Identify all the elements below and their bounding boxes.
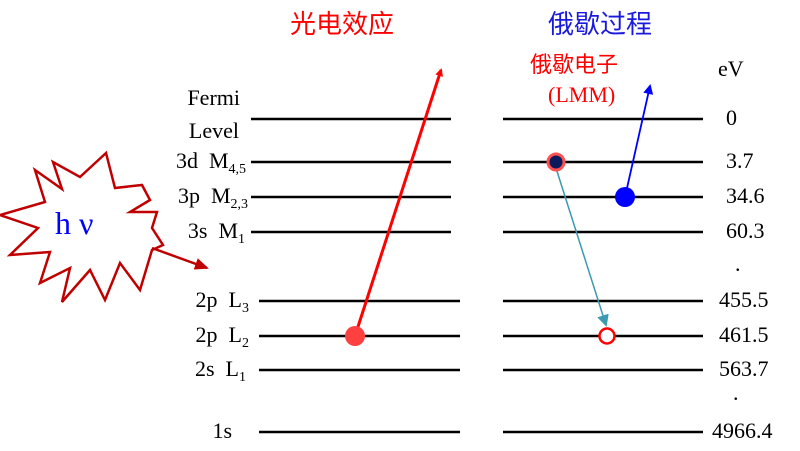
shell: M [208, 148, 229, 173]
relaxation-arrow [554, 164, 609, 327]
energy-2s: 563.7 [719, 356, 769, 381]
energy-2p-l3: 455.5 [719, 287, 769, 312]
shell: L [228, 287, 242, 312]
subshell: 1 [238, 232, 245, 247]
orbital: 1s [212, 418, 232, 443]
fermi-label-line2: Level [188, 118, 239, 143]
core-hole [598, 327, 616, 345]
orbital: 2p [195, 322, 218, 347]
level-label-2p-l3: 2p L3 [150, 287, 249, 316]
orbital: 3p [177, 183, 200, 208]
level-label-1s: 1s [190, 419, 232, 443]
level-label-3p: 3p M2,3 [150, 183, 248, 212]
auger-emitted-electron [615, 187, 635, 207]
energy-2p-l2: 461.5 [719, 322, 769, 347]
photon-starburst-icon [0, 150, 165, 304]
subshell: 3 [242, 301, 249, 316]
ellipsis-1: . [735, 251, 741, 276]
auger-electron-arrow [624, 84, 654, 198]
shell: L [228, 322, 242, 347]
subshell: 2,3 [230, 197, 249, 212]
unit-label: eV [718, 56, 744, 81]
shell: M [218, 218, 238, 243]
level-label-2s: 2s L1 [150, 356, 246, 385]
energy-fermi: 0 [726, 105, 737, 130]
photoelectric-title: 光电效应 [290, 10, 395, 39]
auger-levels [503, 117, 703, 434]
orbital: 2p [195, 287, 218, 312]
photoelectron-arrow [353, 68, 443, 337]
subshell: 2 [242, 336, 249, 351]
ellipsis-2: . [733, 380, 739, 405]
orbital: 3s [187, 218, 208, 243]
level-label-3d: 3d M4,5 [150, 148, 246, 177]
core-electron-dot [345, 326, 365, 346]
subshell: 4,5 [228, 162, 247, 177]
energy-3p: 34.6 [726, 183, 765, 208]
auger-electron-label: 俄歇电子 [530, 52, 619, 77]
auger-process-title: 俄歇过程 [548, 10, 653, 39]
auger-type-label: (LMM) [548, 82, 616, 107]
level-label-3s: 3s M1 [150, 218, 245, 247]
energy-1s: 4966.4 [712, 418, 773, 443]
orbital: 3d [175, 148, 198, 173]
photoelectric-levels [251, 117, 460, 434]
energy-3s: 60.3 [726, 218, 765, 243]
transition-electron [546, 152, 566, 172]
orbital: 2s [194, 356, 215, 381]
energy-3d: 3.7 [726, 148, 754, 173]
photon-arrow [151, 246, 209, 270]
fermi-label-line1: Fermi [187, 85, 240, 110]
shell: M [210, 183, 231, 208]
photon-label: h ν [55, 205, 94, 241]
subshell: 1 [239, 370, 246, 385]
level-label-2p-l2: 2p L2 [150, 322, 249, 351]
shell: L [225, 356, 239, 381]
